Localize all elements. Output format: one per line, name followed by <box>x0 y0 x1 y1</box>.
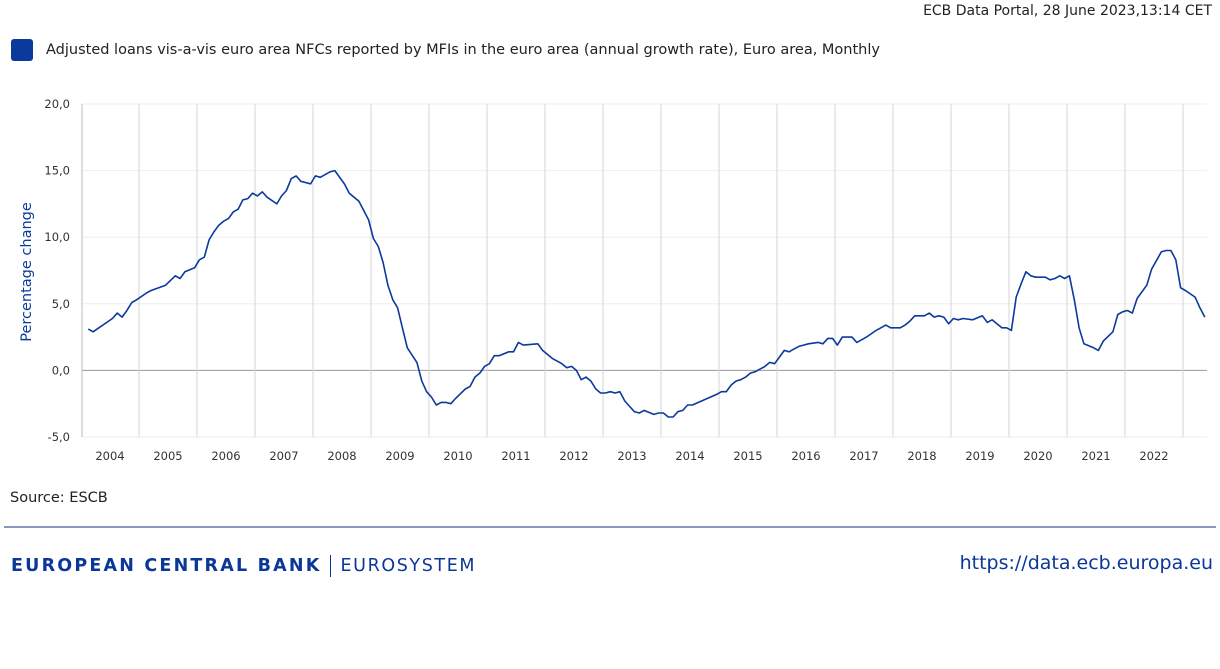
line-chart: 20,015,010,05,00,0-5,0 2004 2005 2006 2007 2… <box>19 97 1207 463</box>
x-tick-label: 2017 <box>849 449 878 463</box>
x-tick-label: 2020 <box>1023 449 1052 463</box>
y-tick-label: 0,0 <box>52 363 70 377</box>
y-axis-label: Percentage change <box>19 202 35 342</box>
x-tick-label: 2005 <box>153 449 182 463</box>
legend-swatch <box>11 39 33 61</box>
x-tick-label: 2008 <box>327 449 356 463</box>
y-tick-label: 10,0 <box>44 230 70 244</box>
x-tick-label: 2013 <box>617 449 646 463</box>
x-tick-label: 2006 <box>211 449 240 463</box>
legend: Adjusted loans vis-a-vis euro area NFCs … <box>11 39 880 61</box>
legend-label: Adjusted loans vis-a-vis euro area NFCs … <box>46 42 880 58</box>
x-tick-label: 2022 <box>1139 449 1168 463</box>
logo-main: EUROPEAN CENTRAL BANK <box>11 556 322 576</box>
x-tick-label: 2016 <box>791 449 820 463</box>
y-axis: 20,0 15,0 10,0 5,0 0,0 -5,0 <box>44 97 83 444</box>
x-tick-label: 2004 <box>95 449 124 463</box>
x-tick-label: 2009 <box>385 449 414 463</box>
y-tick-label: 5,0 <box>52 297 70 311</box>
logo-separator <box>329 555 331 577</box>
x-tick-label: 2014 <box>675 449 704 463</box>
portal-link[interactable]: https://data.ecb.europa.eu <box>959 552 1213 574</box>
x-tick-label: 2021 <box>1081 449 1110 463</box>
series-line <box>87 169 1206 418</box>
x-tick-label: 2012 <box>559 449 588 463</box>
x-tick-label: 2011 <box>501 449 530 463</box>
grid <box>82 103 1207 438</box>
y-tick-label: -5,0 <box>48 430 70 444</box>
data-points <box>88 171 1205 418</box>
divider <box>4 526 1216 528</box>
x-axis: 2004 2005 2006 2007 2008 2009 2010 2011 2012 2013… <box>95 449 1168 463</box>
x-tick-label: 2018 <box>907 449 936 463</box>
x-tick-label: 2015 <box>733 449 762 463</box>
x-tick-label: 2010 <box>443 449 472 463</box>
y-tick-label: 15,0 <box>44 164 70 178</box>
timestamp: ECB Data Portal, 28 June 2023,13:14 CET <box>923 3 1212 19</box>
x-tick-label: 2019 <box>965 449 994 463</box>
y-tick-label: 20,0 <box>44 97 70 111</box>
logo-sub: EUROSYSTEM <box>340 556 477 576</box>
x-tick-label: 2007 <box>269 449 298 463</box>
source-note: Source: ESCB <box>10 490 108 506</box>
ecb-logo: EUROPEAN CENTRAL BANK EUROSYSTEM <box>11 555 476 577</box>
